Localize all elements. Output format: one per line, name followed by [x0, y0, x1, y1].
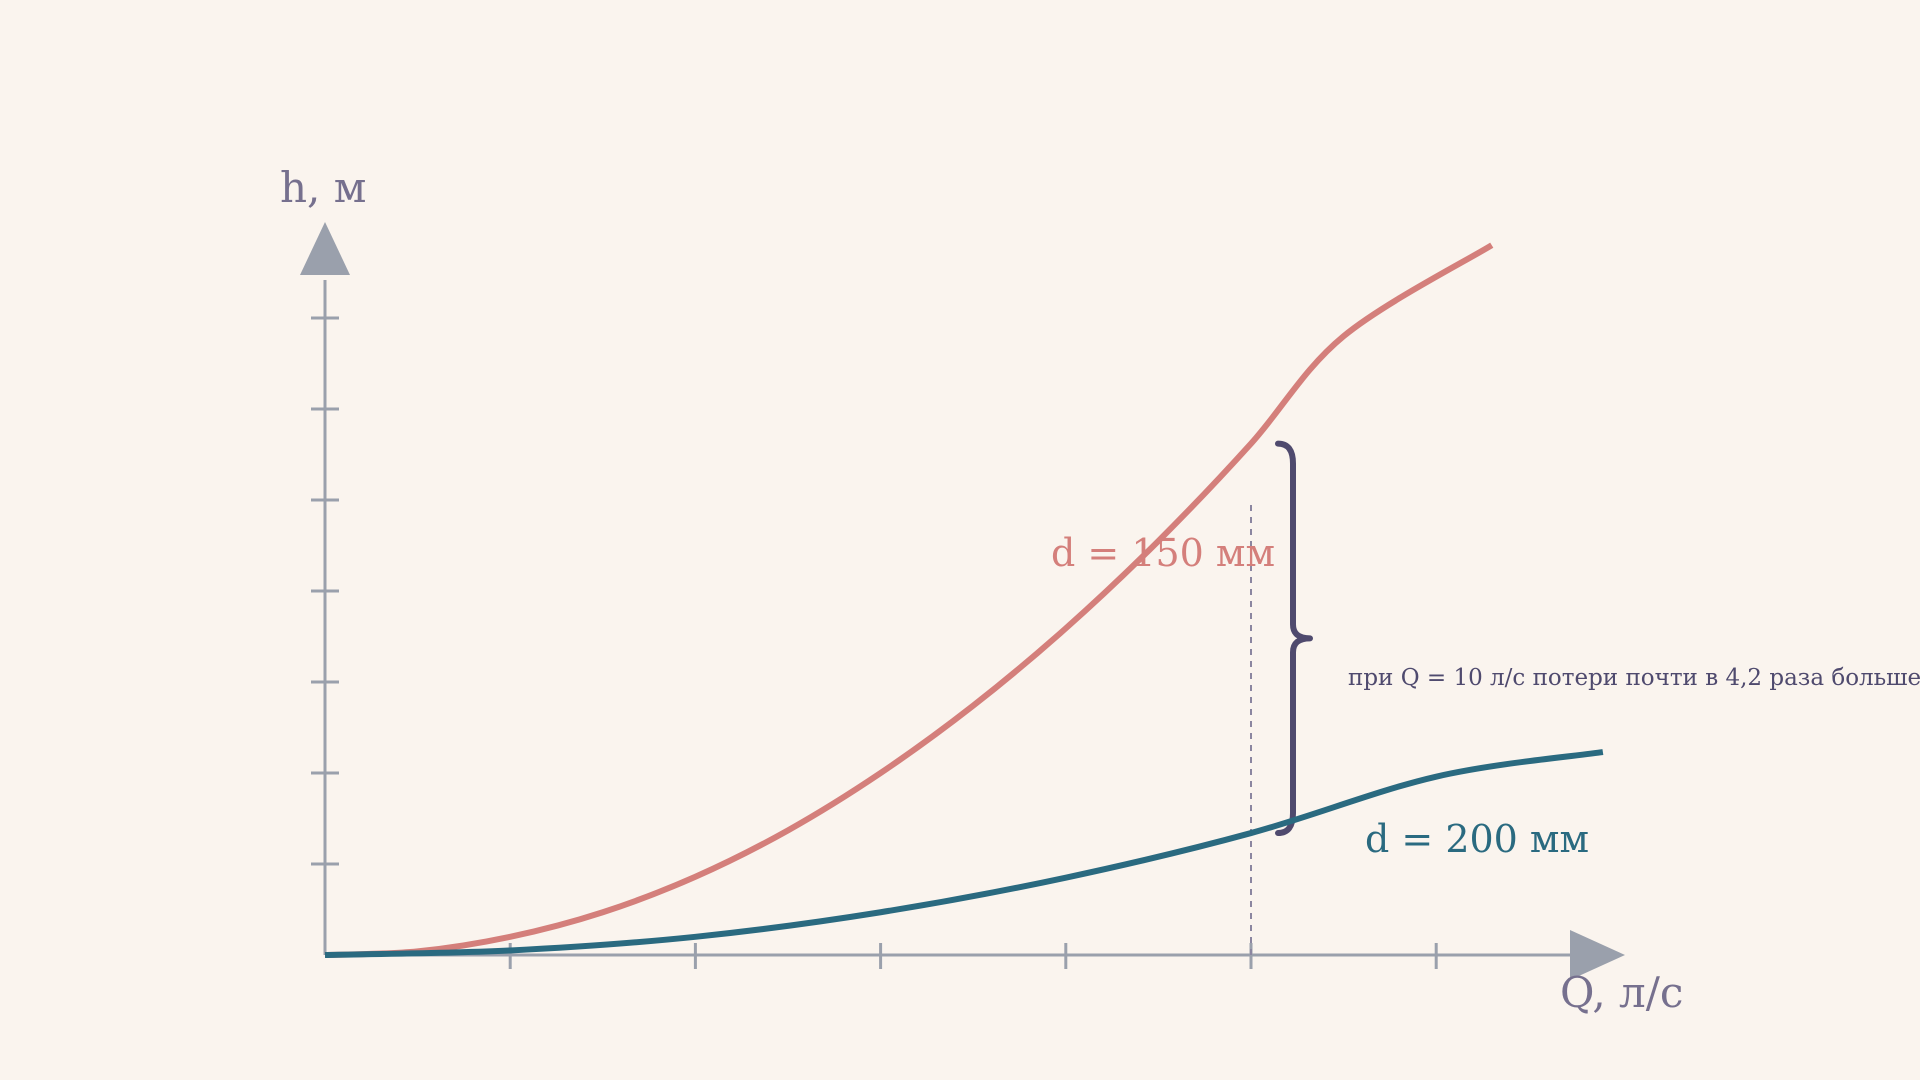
- x-axis-label: Q, л/с: [1560, 968, 1683, 1017]
- labels: h, м Q, л/с d = 150 мм d = 200 мм при Q …: [280, 163, 1920, 1017]
- ticks: [311, 316, 1438, 969]
- y-axis-label: h, м: [280, 163, 366, 212]
- y-axis-arrow-icon: [300, 222, 350, 275]
- axes: [300, 222, 1625, 980]
- series-line-1: [324, 749, 1604, 958]
- brace-annotation-text: при Q = 10 л/с потери почти в 4,2 раза б…: [1348, 665, 1920, 691]
- series-label-150: d = 150 мм: [1051, 531, 1275, 575]
- series-line-0: [324, 242, 1494, 958]
- curly-brace-icon: [1275, 440, 1313, 837]
- annotations: [1250, 440, 1313, 955]
- series-label-200: d = 200 мм: [1365, 817, 1589, 861]
- series-lines: [324, 242, 1604, 958]
- x-axis-arrow-icon: [1570, 930, 1625, 980]
